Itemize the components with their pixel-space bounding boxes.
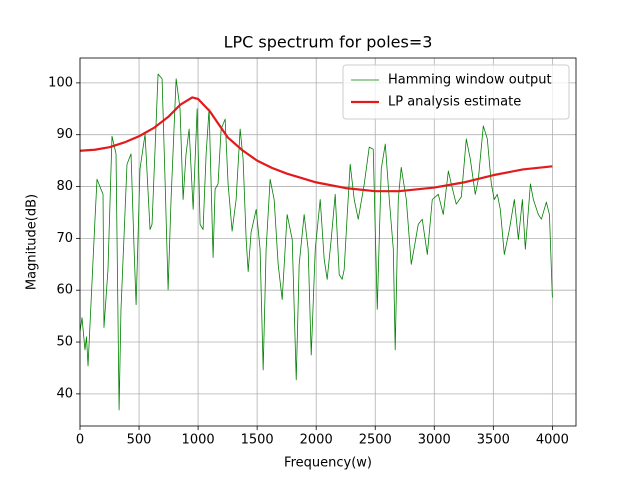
y-tick-label: 60	[56, 283, 73, 298]
series-line	[80, 96, 553, 193]
x-tick-label: 1000	[182, 433, 215, 448]
x-axis-label: Frequency(w)	[284, 456, 372, 471]
x-tick-label: 1500	[241, 433, 274, 448]
y-tick-label: 90	[56, 127, 73, 142]
x-tick-label: 2000	[300, 433, 333, 448]
legend-box	[342, 64, 570, 120]
x-tick-label: 4000	[536, 433, 569, 448]
x-tick-label: 3500	[477, 433, 510, 448]
x-tick-label: 0	[76, 433, 84, 448]
series-line	[80, 73, 553, 411]
x-tick-label: 500	[127, 433, 152, 448]
y-tick-label: 50	[56, 335, 73, 350]
chart-title: LPC spectrum for poles=3	[224, 33, 433, 52]
x-tick-label: 2500	[359, 433, 392, 448]
legend-label: Hamming window output	[388, 73, 552, 88]
legend-label: LP analysis estimate	[388, 95, 521, 110]
y-axis-label: Magnitude(dB)	[25, 194, 40, 290]
x-tick-label: 3000	[418, 433, 451, 448]
y-tick-label: 80	[56, 179, 73, 194]
y-tick-label: 100	[48, 75, 73, 90]
plot-frame	[79, 57, 577, 427]
y-tick-label: 40	[56, 386, 73, 401]
y-tick-label: 70	[56, 231, 73, 246]
